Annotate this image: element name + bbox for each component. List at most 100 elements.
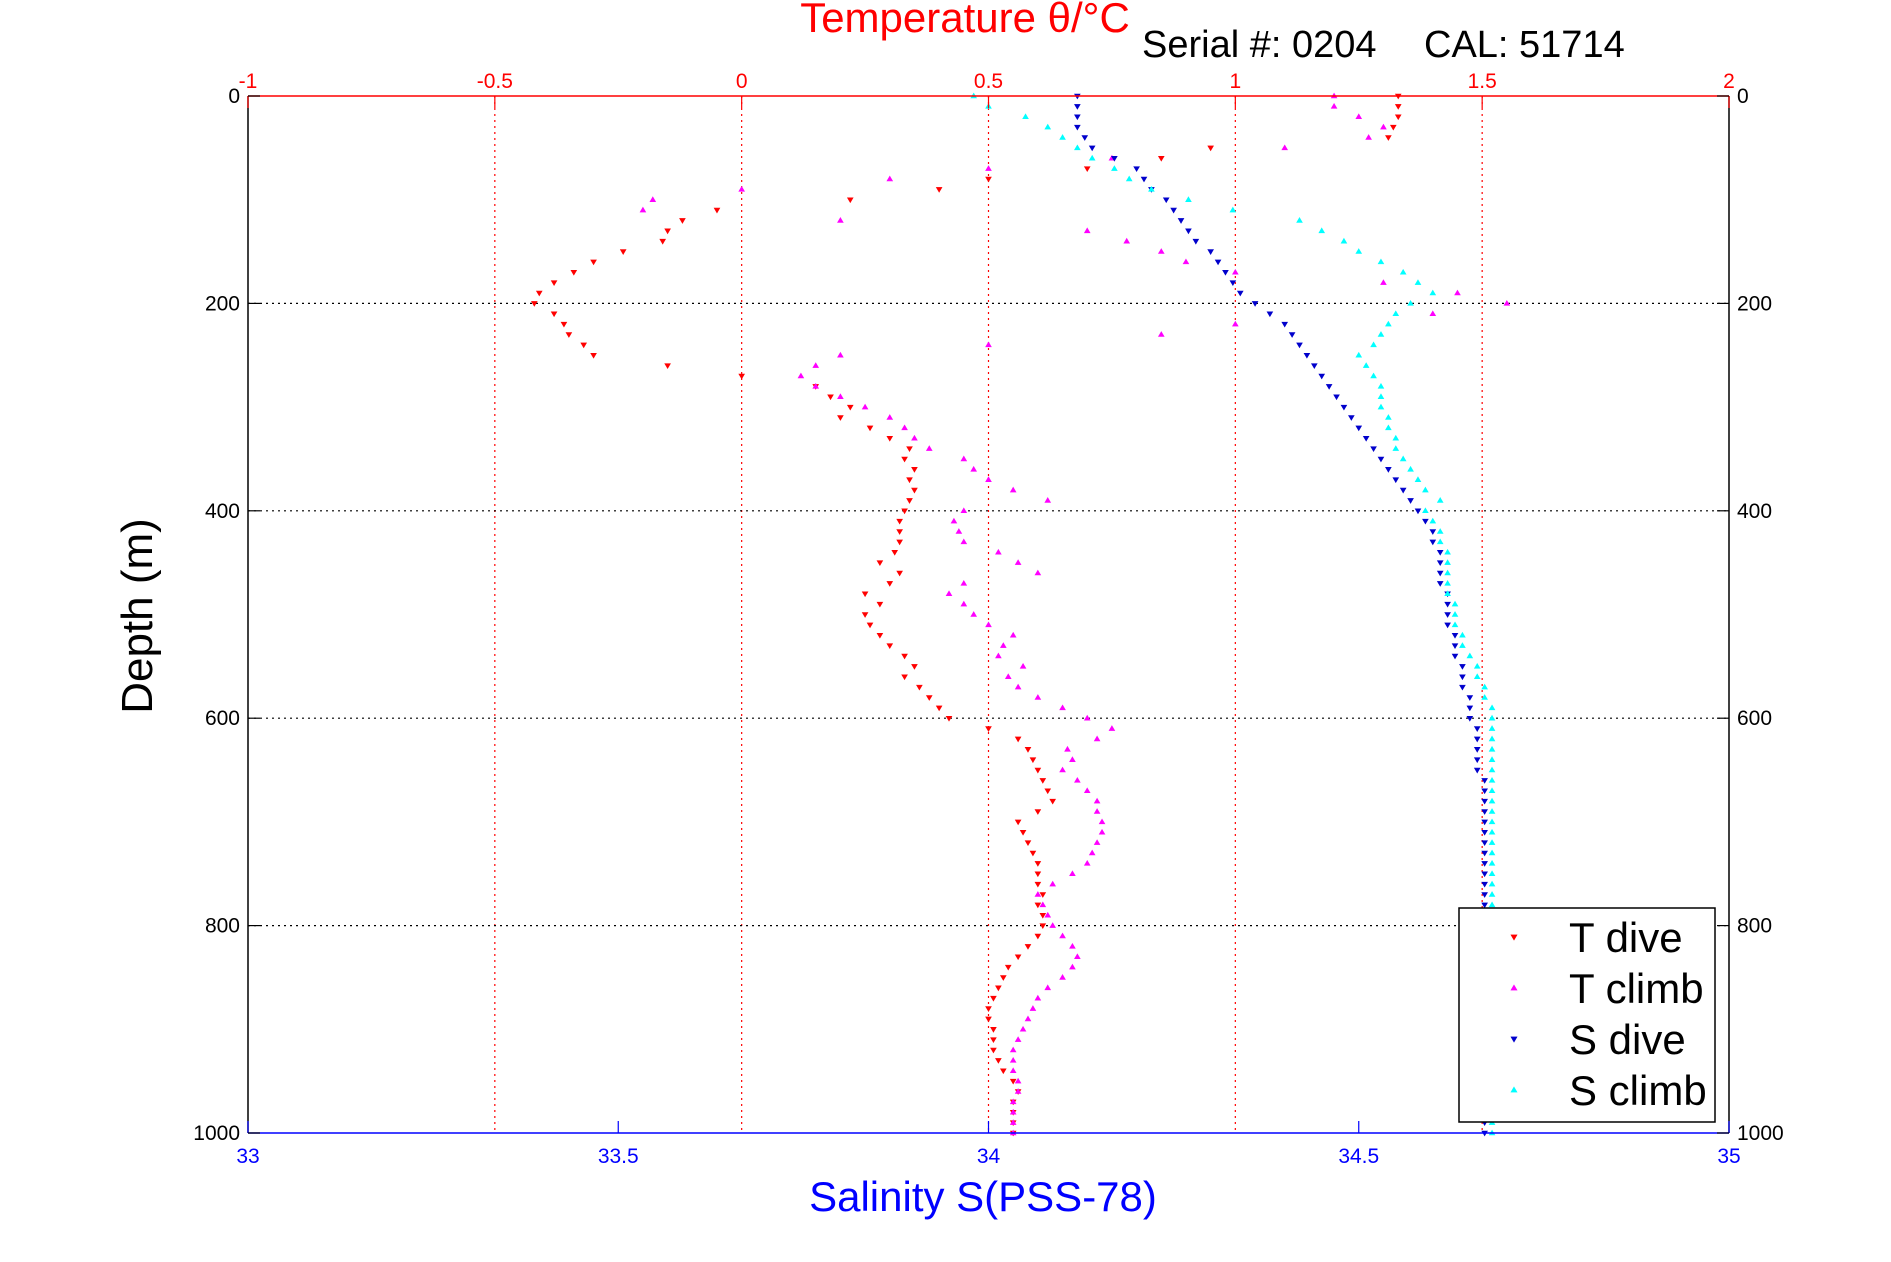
legend-label: S climb	[1569, 1067, 1707, 1114]
data-point	[1481, 798, 1488, 805]
data-point	[812, 362, 820, 368]
data-point	[1039, 923, 1047, 929]
bottom-axis-title: Salinity S(PSS-78)	[809, 1173, 1157, 1220]
data-point	[639, 206, 647, 213]
top-tick-label: 2	[1723, 70, 1735, 93]
legend-marker	[1510, 1086, 1518, 1093]
data-point	[1473, 757, 1481, 764]
data-point	[1009, 1098, 1017, 1105]
data-point	[1009, 1119, 1017, 1125]
data-point	[1422, 507, 1429, 514]
data-point	[901, 674, 908, 681]
legend-label: S dive	[1569, 1016, 1686, 1063]
data-point	[1009, 1108, 1017, 1115]
data-point	[985, 341, 992, 348]
data-point	[827, 394, 834, 401]
data-point	[619, 249, 627, 255]
data-point	[738, 373, 745, 380]
data-point	[812, 382, 820, 389]
data-point	[1466, 652, 1474, 659]
data-point	[861, 591, 869, 598]
data-point	[738, 185, 745, 192]
data-point	[1029, 1005, 1037, 1011]
data-point	[1044, 497, 1052, 503]
data-point	[1454, 289, 1461, 296]
data-point	[1488, 891, 1496, 897]
data-point	[1392, 434, 1400, 441]
data-point	[1473, 673, 1481, 679]
data-point	[1473, 662, 1481, 669]
data-point	[837, 393, 844, 399]
data-point	[1488, 880, 1496, 887]
data-point	[1044, 123, 1052, 130]
data-point	[985, 1016, 992, 1023]
data-point	[1459, 631, 1466, 638]
top-tick-label: -1	[239, 70, 258, 93]
data-point	[1177, 218, 1185, 224]
data-point	[955, 528, 963, 534]
data-point	[999, 975, 1007, 981]
data-point	[1093, 808, 1101, 814]
data-point	[1083, 227, 1091, 234]
bottom-tick-label: 33	[236, 1145, 259, 1168]
data-point	[1459, 642, 1466, 648]
data-point	[1088, 154, 1096, 161]
data-point	[1251, 301, 1259, 307]
data-point	[590, 352, 597, 359]
data-point	[1034, 902, 1042, 909]
data-point	[985, 1006, 992, 1012]
data-point	[1481, 819, 1488, 826]
data-point	[679, 218, 686, 224]
data-point	[1039, 901, 1047, 908]
data-point	[886, 643, 894, 650]
right-tick-label: 600	[1737, 707, 1772, 730]
data-point	[1034, 933, 1042, 940]
data-point	[1377, 258, 1385, 265]
data-point	[1473, 767, 1481, 774]
data-point	[1414, 508, 1422, 515]
data-point	[896, 570, 903, 577]
data-point	[1444, 559, 1451, 565]
data-point	[1473, 726, 1481, 732]
data-point	[1488, 735, 1496, 742]
data-point	[1459, 664, 1466, 670]
data-point	[985, 476, 992, 482]
data-point	[1059, 704, 1066, 711]
data-point	[1488, 818, 1496, 825]
data-point	[1394, 104, 1402, 110]
series-t-climb	[639, 92, 1511, 1136]
data-point	[1473, 736, 1481, 743]
left-tick-label: 400	[205, 500, 240, 523]
data-point	[1365, 134, 1372, 140]
data-point	[1064, 745, 1071, 752]
data-point	[925, 695, 933, 701]
data-point	[995, 652, 1002, 659]
data-point	[990, 995, 997, 1002]
bottom-tick-label: 35	[1717, 1145, 1740, 1168]
data-point	[1088, 145, 1096, 152]
data-point	[896, 539, 903, 546]
data-point	[999, 1068, 1007, 1075]
top-tick-label: -0.5	[477, 70, 513, 93]
data-point	[906, 498, 913, 504]
data-point	[916, 684, 923, 691]
data-point	[1034, 891, 1042, 897]
data-point	[911, 664, 918, 670]
data-point	[1481, 694, 1488, 700]
data-point	[861, 403, 869, 410]
data-point	[1392, 477, 1400, 484]
data-point	[985, 621, 992, 628]
data-point	[906, 446, 913, 452]
data-point	[990, 1037, 997, 1044]
data-point	[1281, 321, 1289, 328]
data-point	[1288, 332, 1296, 338]
data-point	[1111, 165, 1118, 171]
data-point	[1488, 849, 1496, 856]
data-point	[1488, 766, 1496, 773]
data-point	[1436, 528, 1444, 534]
data-point	[1083, 166, 1091, 172]
data-point	[1429, 289, 1437, 296]
left-tick-label: 600	[205, 707, 240, 730]
